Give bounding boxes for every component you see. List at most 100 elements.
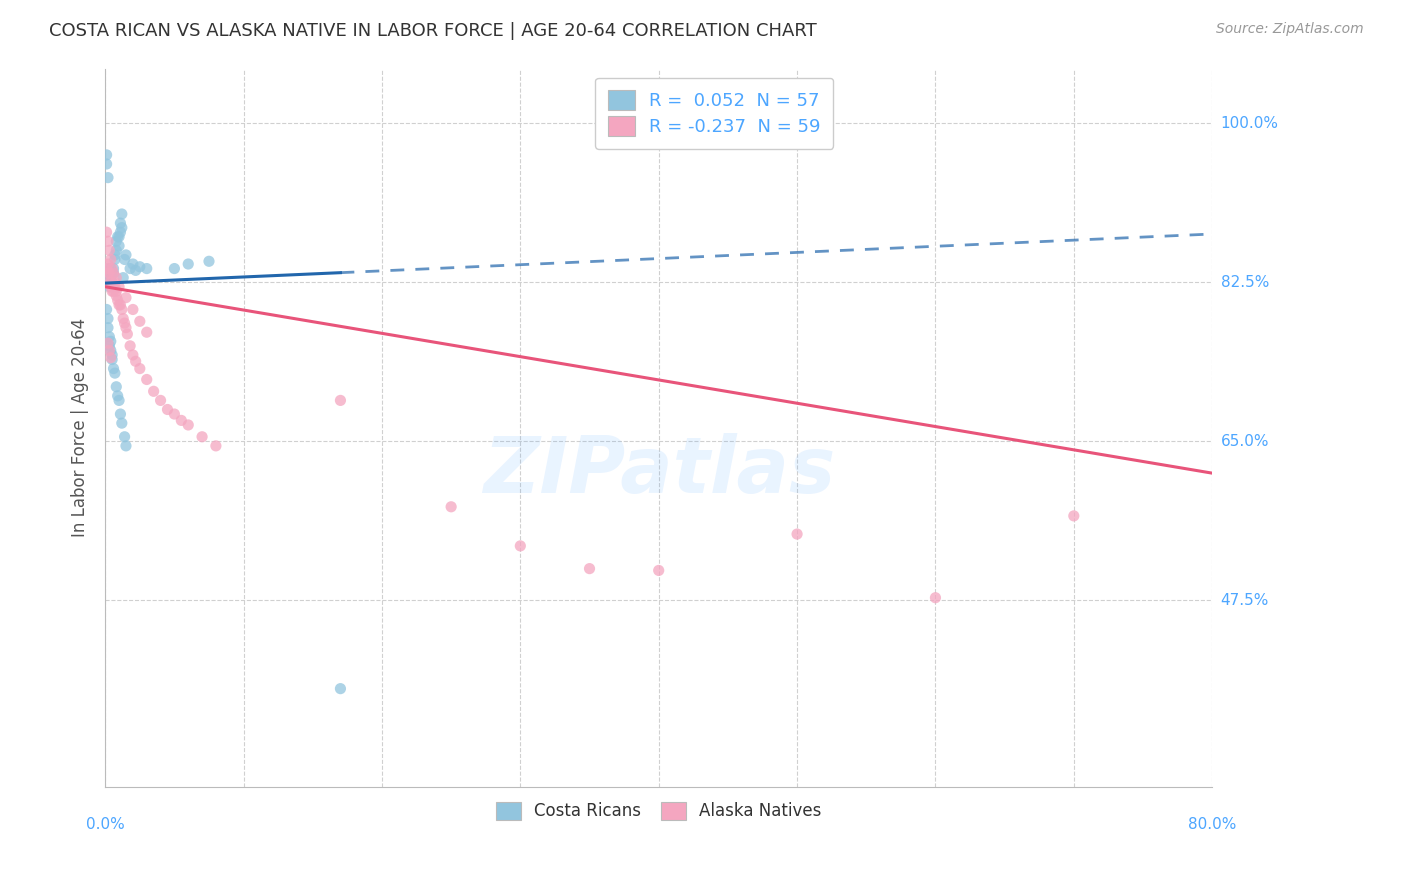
Point <box>105 234 128 248</box>
Point <box>120 261 142 276</box>
Point <box>97 266 120 280</box>
Point <box>96 302 118 317</box>
Point <box>108 239 131 253</box>
Point <box>98 275 121 289</box>
Point <box>110 407 132 421</box>
Point <box>97 170 120 185</box>
Point <box>110 216 132 230</box>
Point <box>104 252 127 267</box>
Point <box>97 266 120 280</box>
Point <box>103 266 125 280</box>
Point <box>103 266 125 280</box>
Point <box>578 561 600 575</box>
Point <box>122 257 145 271</box>
Point <box>103 261 125 276</box>
Point <box>100 275 122 289</box>
Point <box>163 407 186 421</box>
Point <box>97 261 120 276</box>
Point <box>115 320 138 334</box>
Point <box>100 279 122 293</box>
Point <box>105 380 128 394</box>
Point <box>98 244 121 258</box>
Point <box>163 261 186 276</box>
Point <box>115 248 138 262</box>
Point <box>110 298 132 312</box>
Point <box>101 261 124 276</box>
Point <box>101 279 124 293</box>
Point <box>177 417 200 432</box>
Point <box>97 320 120 334</box>
Point <box>96 261 118 276</box>
Text: 65.0%: 65.0% <box>1220 434 1270 449</box>
Text: 82.5%: 82.5% <box>1220 275 1268 290</box>
Point <box>101 352 124 367</box>
Point <box>114 430 136 444</box>
Point <box>170 413 193 427</box>
Y-axis label: In Labor Force | Age 20-64: In Labor Force | Age 20-64 <box>72 318 89 537</box>
Point <box>149 393 172 408</box>
Point <box>177 257 200 271</box>
Point <box>101 279 124 293</box>
Point <box>98 275 121 289</box>
Point <box>98 270 121 285</box>
Point <box>329 681 352 696</box>
Text: Source: ZipAtlas.com: Source: ZipAtlas.com <box>1216 22 1364 37</box>
Point <box>108 229 131 244</box>
Point <box>135 261 157 276</box>
Point <box>114 252 136 267</box>
Point <box>191 430 214 444</box>
Point <box>103 285 125 299</box>
Point <box>124 263 146 277</box>
Point <box>128 361 150 376</box>
Point <box>100 351 122 365</box>
Point <box>105 244 128 258</box>
Text: 100.0%: 100.0% <box>1220 116 1278 130</box>
Point <box>117 326 139 341</box>
Point <box>156 402 179 417</box>
Point <box>124 354 146 368</box>
Text: ZIPatlas: ZIPatlas <box>482 433 835 508</box>
Point <box>105 285 128 299</box>
Point <box>112 311 135 326</box>
Point <box>1063 508 1085 523</box>
Point <box>100 261 122 276</box>
Point <box>112 270 135 285</box>
Point <box>98 279 121 293</box>
Text: 0.0%: 0.0% <box>86 817 125 832</box>
Point <box>101 348 124 362</box>
Point <box>101 266 124 280</box>
Point <box>108 393 131 408</box>
Point <box>135 372 157 386</box>
Point <box>110 225 132 239</box>
Point <box>111 207 134 221</box>
Point <box>107 229 129 244</box>
Point <box>647 564 669 578</box>
Point <box>120 339 142 353</box>
Point <box>104 279 127 293</box>
Point <box>142 384 165 399</box>
Point <box>108 298 131 312</box>
Point <box>104 248 127 262</box>
Point <box>103 361 125 376</box>
Point <box>98 330 121 344</box>
Point <box>205 439 228 453</box>
Point <box>103 279 125 293</box>
Point <box>115 291 138 305</box>
Point <box>101 285 124 299</box>
Point <box>101 275 124 289</box>
Point <box>105 270 128 285</box>
Point <box>104 275 127 289</box>
Point <box>111 302 134 317</box>
Text: 47.5%: 47.5% <box>1220 593 1268 608</box>
Point <box>111 416 134 430</box>
Point <box>97 234 120 248</box>
Text: 80.0%: 80.0% <box>1188 817 1236 832</box>
Point <box>509 539 531 553</box>
Point <box>98 343 121 358</box>
Point <box>98 339 121 353</box>
Point <box>96 157 118 171</box>
Point <box>96 148 118 162</box>
Point <box>115 439 138 453</box>
Point <box>100 343 122 358</box>
Point <box>98 266 121 280</box>
